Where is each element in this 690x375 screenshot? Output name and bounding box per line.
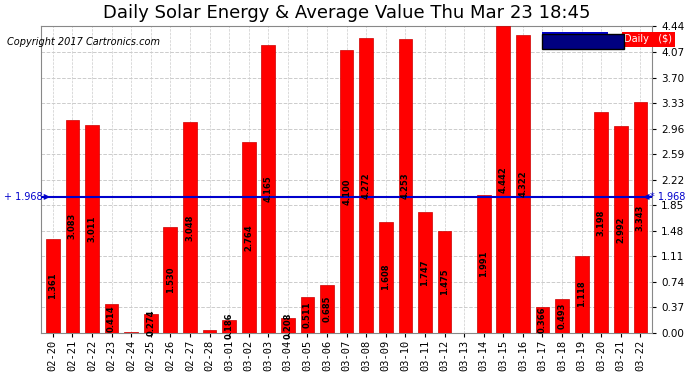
- Text: Daily   ($): Daily ($): [624, 34, 673, 44]
- Text: 4.253: 4.253: [401, 173, 410, 200]
- Text: 2.992: 2.992: [616, 216, 625, 243]
- Bar: [320, 285, 334, 333]
- Text: 0.208: 0.208: [284, 312, 293, 339]
- Text: 0.414: 0.414: [107, 305, 116, 332]
- Text: 4.100: 4.100: [342, 178, 351, 204]
- Bar: [164, 227, 177, 333]
- Bar: [281, 318, 295, 333]
- Bar: [535, 308, 549, 333]
- Bar: [497, 26, 510, 333]
- Text: 1.991: 1.991: [480, 251, 489, 277]
- Text: 0.366: 0.366: [538, 307, 547, 333]
- Text: 3.083: 3.083: [68, 213, 77, 240]
- Bar: [203, 330, 217, 333]
- Text: 0.493: 0.493: [558, 303, 566, 329]
- Text: 0.685: 0.685: [322, 296, 331, 322]
- Text: 0.186: 0.186: [225, 313, 234, 339]
- Text: 3.343: 3.343: [636, 204, 645, 231]
- Bar: [85, 125, 99, 333]
- Bar: [359, 38, 373, 333]
- Text: 1.361: 1.361: [48, 272, 57, 299]
- Text: Copyright 2017 Cartronics.com: Copyright 2017 Cartronics.com: [7, 37, 160, 47]
- Text: 0.274: 0.274: [146, 310, 155, 336]
- Text: * 1.968: * 1.968: [644, 192, 686, 202]
- Text: 4.322: 4.322: [518, 170, 527, 197]
- Bar: [222, 320, 236, 333]
- Bar: [575, 255, 589, 333]
- Bar: [594, 112, 608, 333]
- Text: 4.442: 4.442: [499, 166, 508, 193]
- Text: 2.764: 2.764: [244, 224, 253, 251]
- Bar: [66, 120, 79, 333]
- Bar: [262, 45, 275, 333]
- Text: + 1.968: + 1.968: [4, 192, 49, 202]
- Text: 1.530: 1.530: [166, 267, 175, 293]
- Bar: [105, 304, 119, 333]
- Bar: [399, 39, 412, 333]
- Bar: [144, 314, 157, 333]
- Text: 4.165: 4.165: [264, 176, 273, 202]
- Bar: [477, 195, 491, 333]
- Bar: [46, 239, 59, 333]
- Text: 3.198: 3.198: [597, 209, 606, 236]
- Title: Daily Solar Energy & Average Value Thu Mar 23 18:45: Daily Solar Energy & Average Value Thu M…: [103, 4, 591, 22]
- Bar: [339, 50, 353, 333]
- Text: 4.272: 4.272: [362, 172, 371, 199]
- Text: 3.048: 3.048: [186, 214, 195, 241]
- Bar: [124, 332, 138, 333]
- Bar: [241, 142, 255, 333]
- Bar: [183, 123, 197, 333]
- Bar: [516, 34, 530, 333]
- Bar: [633, 102, 647, 333]
- Text: 1.747: 1.747: [420, 259, 429, 286]
- Bar: [437, 231, 451, 333]
- Bar: [379, 222, 393, 333]
- Bar: [418, 212, 432, 333]
- Text: 0.511: 0.511: [303, 302, 312, 328]
- Text: 1.475: 1.475: [440, 268, 449, 295]
- Text: 1.608: 1.608: [382, 264, 391, 291]
- Bar: [555, 298, 569, 333]
- Text: 1.118: 1.118: [577, 281, 586, 308]
- Bar: [301, 297, 315, 333]
- Text: 3.011: 3.011: [88, 216, 97, 242]
- Text: Average  ($): Average ($): [545, 34, 605, 44]
- Bar: [614, 126, 628, 333]
